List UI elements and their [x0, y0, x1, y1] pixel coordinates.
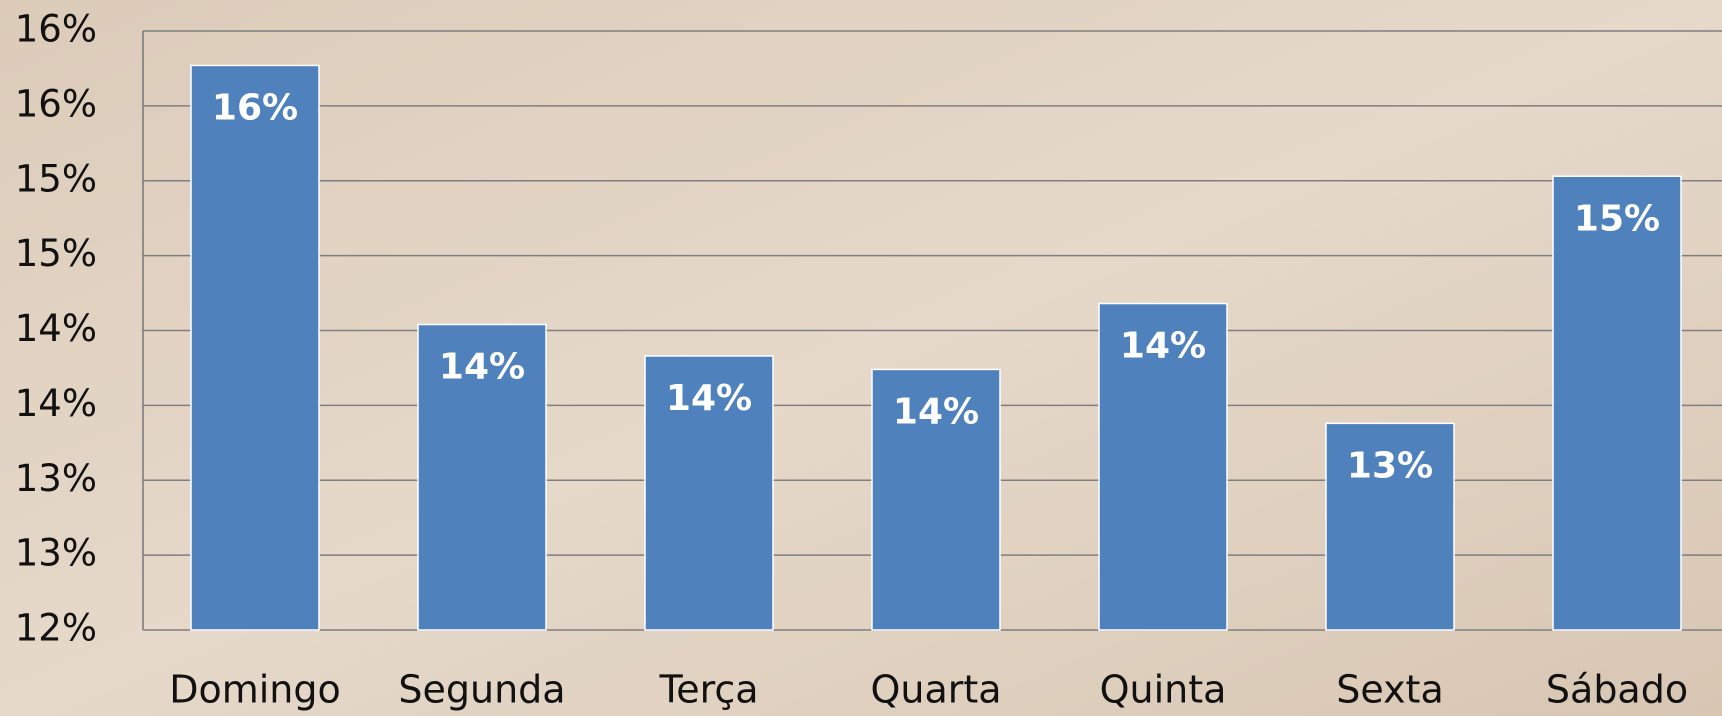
x-tick-label: Quinta [1100, 668, 1227, 712]
bar [1552, 175, 1682, 631]
bars [190, 64, 1682, 631]
y-tick-label: 15% [15, 157, 97, 200]
data-label: 14% [666, 378, 752, 419]
bar [871, 368, 1001, 631]
y-tick-label: 12% [15, 607, 97, 650]
x-tick-label: Segunda [398, 668, 565, 712]
y-tick-label: 14% [15, 307, 97, 350]
y-tick-label: 14% [15, 382, 97, 425]
data-label: 14% [1120, 326, 1206, 367]
x-tick-label: Quarta [870, 668, 1001, 712]
data-label: 16% [212, 87, 298, 128]
x-tick-label: Terça [658, 668, 758, 712]
y-tick-label: 16% [15, 8, 97, 51]
x-tick-label: Sexta [1336, 668, 1444, 712]
bar [190, 64, 320, 631]
bar [417, 323, 547, 631]
y-tick-label: 15% [15, 232, 97, 275]
data-label: 14% [439, 347, 525, 388]
y-tick-label: 13% [15, 457, 97, 500]
data-label: 13% [1347, 445, 1433, 486]
y-tick-label: 13% [15, 532, 97, 575]
bar [644, 355, 774, 631]
bar [1325, 422, 1455, 631]
y-tick-label: 16% [15, 82, 97, 125]
data-label: 15% [1574, 198, 1660, 239]
x-tick-label: Domingo [169, 668, 341, 712]
x-tick-label: Sábado [1546, 668, 1688, 712]
data-label: 14% [893, 391, 979, 432]
bar [1098, 302, 1228, 631]
labels: 12% 13% 13% 14% 14% 15% 15% 16% 16% Domingo 16% Seg… [15, 8, 1688, 712]
